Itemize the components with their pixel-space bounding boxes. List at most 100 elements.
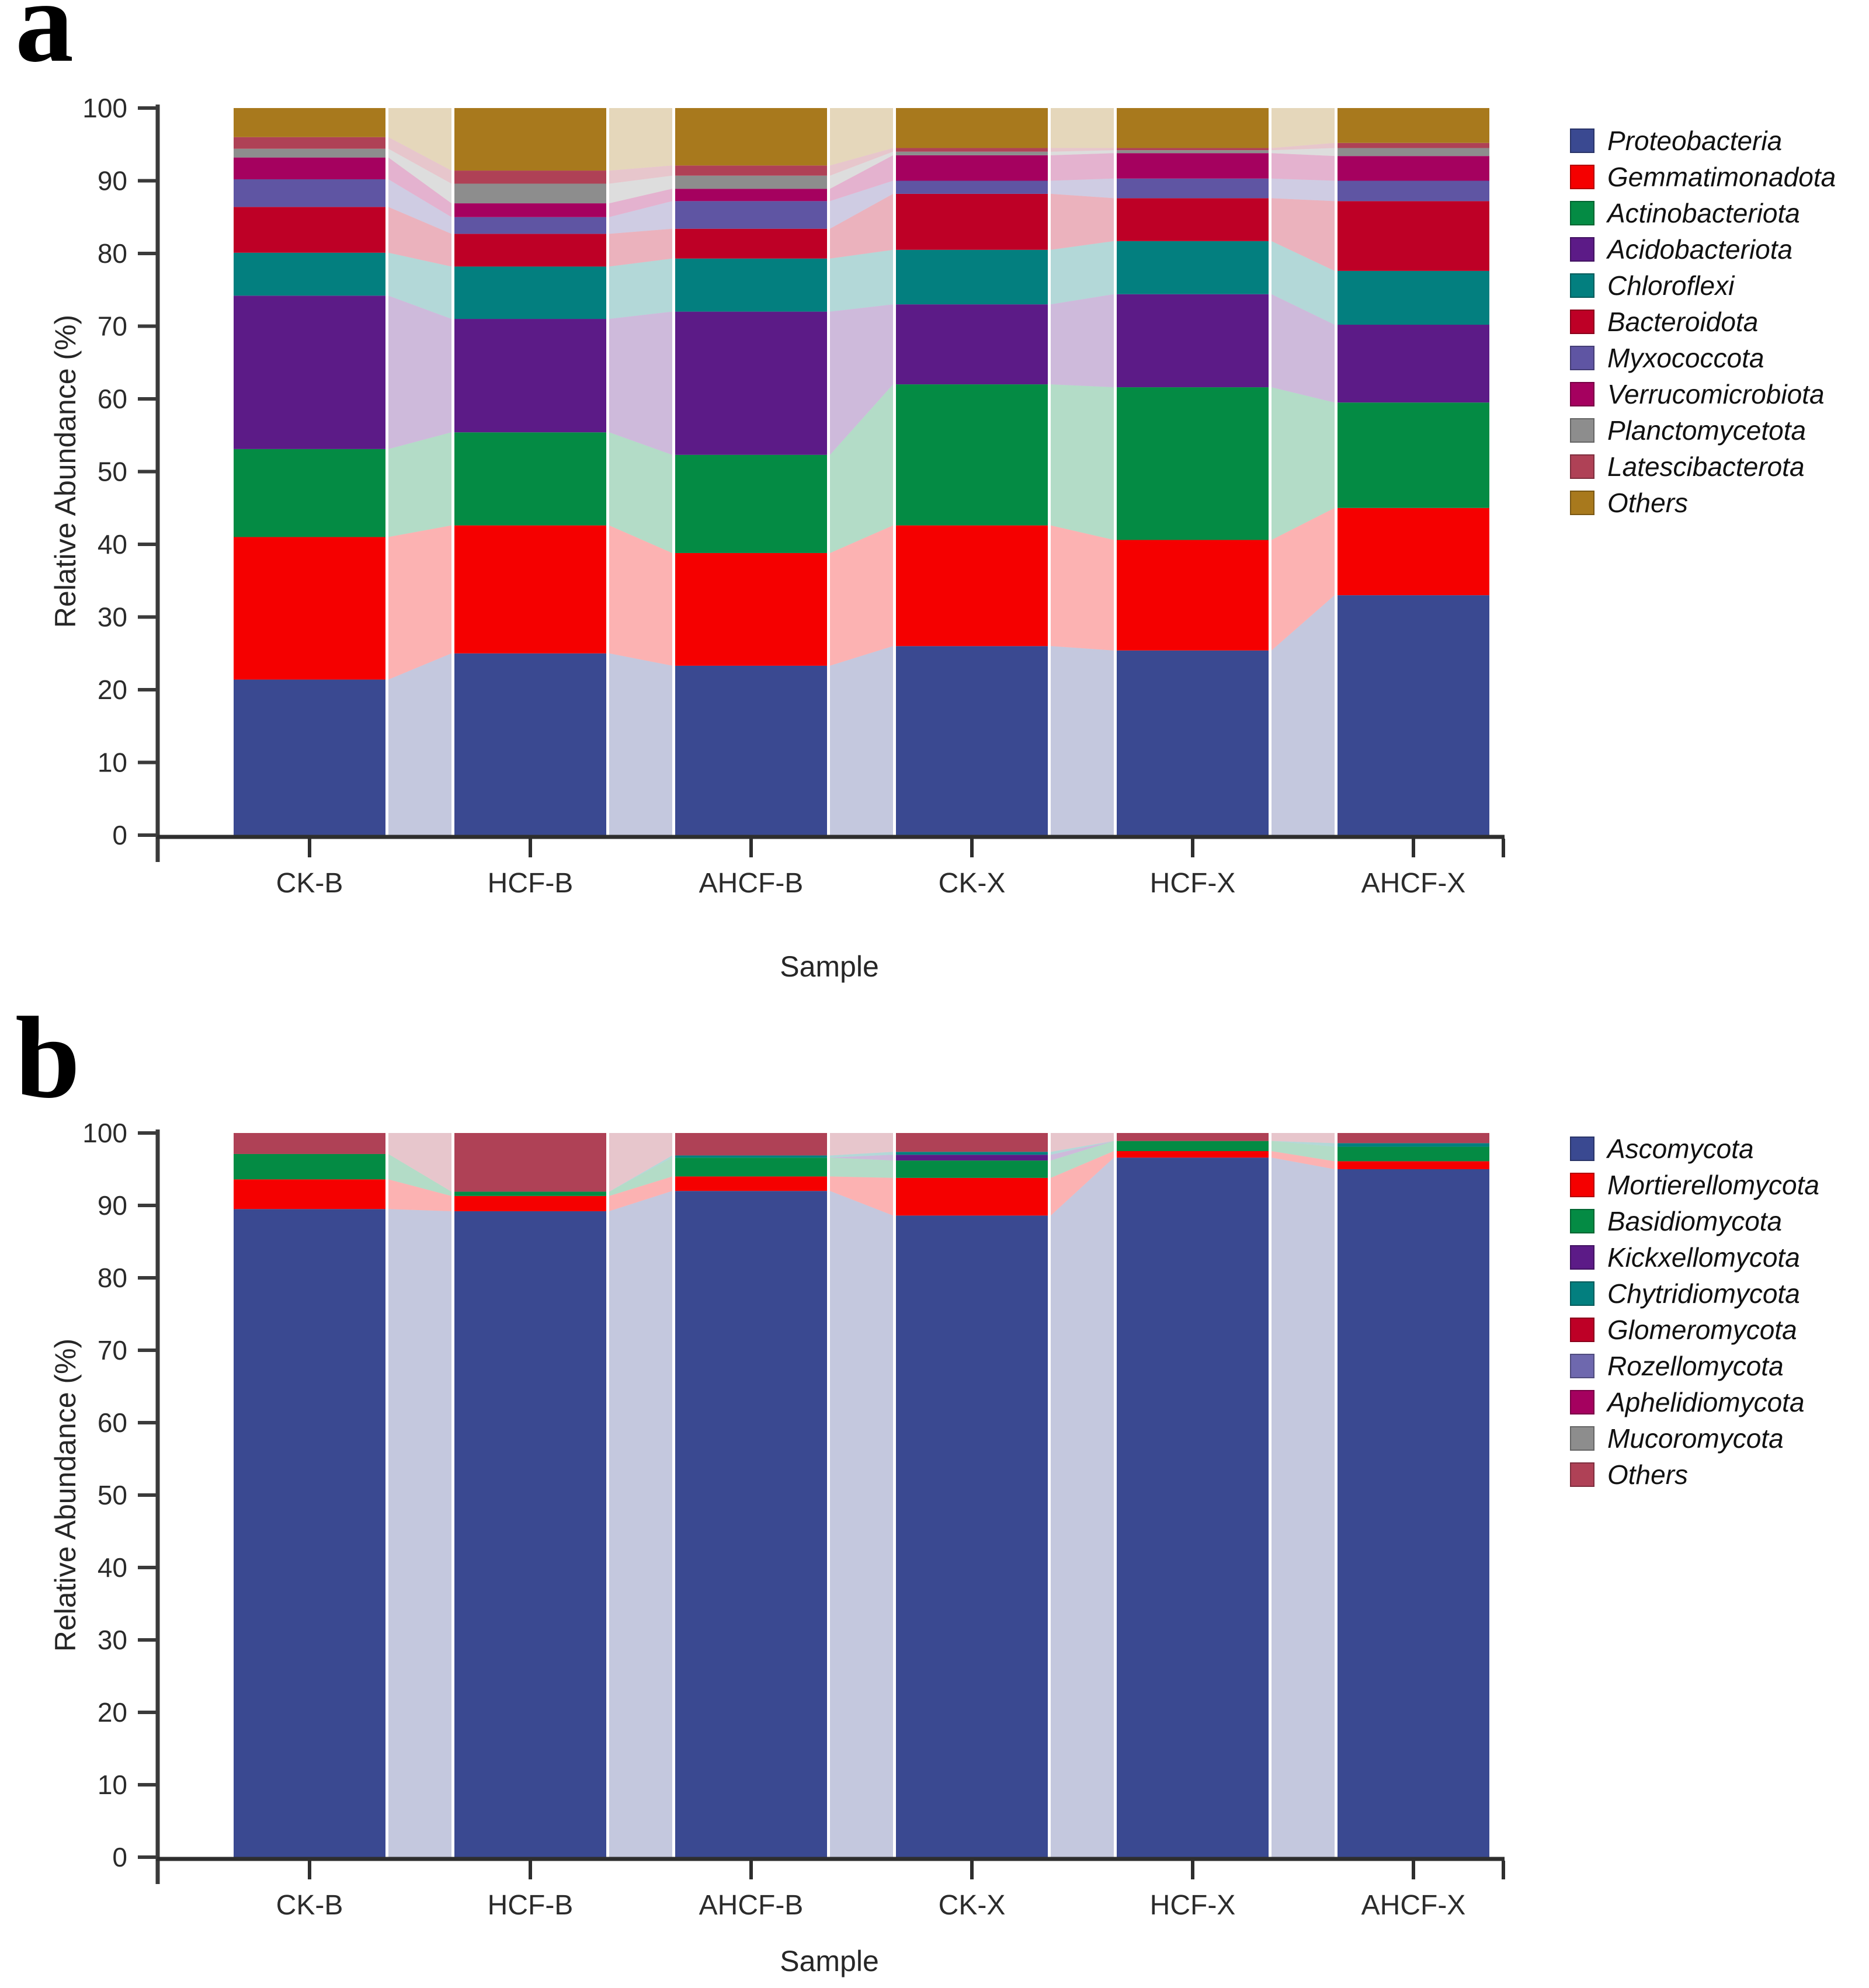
flow-ribbon xyxy=(1272,241,1335,325)
flow-ribbon xyxy=(830,249,893,312)
bar-segment xyxy=(896,384,1048,526)
legend-swatch xyxy=(1570,1426,1594,1451)
bar-segment xyxy=(454,432,606,526)
bar-segment xyxy=(1117,650,1269,835)
bar-segment xyxy=(234,296,385,449)
flow-ribbon xyxy=(830,1158,893,1178)
bar-segment xyxy=(1117,1151,1269,1158)
flow-ribbon xyxy=(1272,148,1335,157)
bar-segment xyxy=(896,1155,1048,1161)
legend-item: Gemmatimonadota xyxy=(1570,162,1836,192)
flow-ribbon xyxy=(830,148,893,176)
legend-item: Latescibacterota xyxy=(1570,451,1836,482)
legend-item: Actinobacteriota xyxy=(1570,200,1836,227)
legend-item: Bacteroidota xyxy=(1570,308,1836,335)
bar-segment xyxy=(234,157,385,180)
flow-ribbon xyxy=(609,1155,672,1192)
bar-segment xyxy=(675,1133,827,1156)
legend-swatch xyxy=(1570,201,1594,225)
flow-ribbon xyxy=(1051,384,1114,540)
legend-swatch xyxy=(1570,454,1594,479)
bar-segment xyxy=(454,266,606,319)
legend-label: Latescibacterota xyxy=(1607,451,1805,482)
legend-label: Others xyxy=(1607,1459,1689,1490)
y-tick-label: 60 xyxy=(98,384,127,414)
flow-ribbon xyxy=(1272,198,1335,271)
flow-ribbon xyxy=(830,193,893,259)
legend-swatch xyxy=(1570,165,1594,189)
bar-segment xyxy=(1117,1141,1269,1151)
bar-segment xyxy=(1338,1169,1489,1857)
bar-segment xyxy=(234,179,385,207)
flow-ribbon xyxy=(609,258,672,319)
bar-segment xyxy=(1117,294,1269,388)
bar-segment xyxy=(454,525,606,654)
bar-segment xyxy=(1338,180,1489,201)
legend-item: Ascomycota xyxy=(1570,1135,1819,1162)
bar-segment xyxy=(454,653,606,835)
legend-item: Glomeromycota xyxy=(1570,1316,1819,1343)
flow-ribbon xyxy=(1051,241,1114,305)
bar-segment xyxy=(896,646,1048,835)
y-tick-label: 10 xyxy=(98,748,127,778)
flow-ribbon xyxy=(609,525,672,666)
flow-ribbon xyxy=(609,1191,672,1857)
flow-ribbon xyxy=(1272,1141,1335,1162)
legend-label: Proteobacteria xyxy=(1607,126,1783,156)
bar-segment xyxy=(234,449,385,537)
legend-swatch xyxy=(1570,1173,1594,1197)
bar-segment xyxy=(454,217,606,234)
x-category-label: CK-X xyxy=(939,1890,1006,1921)
legend-label: Chloroflexi xyxy=(1607,270,1735,301)
y-tick-label: 0 xyxy=(112,820,127,850)
legend-label: Mortierellomycota xyxy=(1607,1170,1819,1200)
bar-segment xyxy=(1338,1143,1489,1147)
bar-segment xyxy=(234,207,385,253)
flow-ribbon xyxy=(1272,387,1335,540)
flow-ribbon xyxy=(830,525,893,666)
bar-segment xyxy=(896,1160,1048,1178)
legend-label: Planctomycetota xyxy=(1607,415,1807,446)
legend-label: Gemmatimonadota xyxy=(1607,162,1836,192)
legend-label: Acidobacteriota xyxy=(1607,234,1793,265)
bar-segment xyxy=(896,1133,1048,1152)
flow-ribbon xyxy=(388,1133,451,1192)
bar-segment xyxy=(675,201,827,229)
flow-ribbon xyxy=(609,653,672,835)
flow-ribbon xyxy=(388,207,451,267)
bar-segment xyxy=(1117,1158,1269,1857)
bar-segment xyxy=(1338,1161,1489,1169)
bar-segment xyxy=(234,137,385,149)
flow-ribbon xyxy=(1272,108,1335,148)
flow-ribbon xyxy=(1272,595,1335,835)
bar-segment xyxy=(896,148,1048,152)
flow-ribbon xyxy=(609,1133,672,1192)
y-tick-label: 80 xyxy=(98,1263,127,1293)
bar-segment xyxy=(675,189,827,201)
bar-segment xyxy=(675,1158,827,1177)
bar-segment xyxy=(454,319,606,433)
legend-item: Planctomycetota xyxy=(1570,415,1836,446)
bar-segment xyxy=(675,165,827,176)
flow-ribbon xyxy=(1051,1141,1114,1161)
bar-segment xyxy=(896,249,1048,305)
bar-segment xyxy=(1338,156,1489,181)
legend-label: Chytridiomycota xyxy=(1607,1278,1800,1309)
legend-item: Rozellomycota xyxy=(1570,1353,1819,1379)
bar-segment xyxy=(234,108,385,137)
bar-segment xyxy=(896,193,1048,250)
bar-segment xyxy=(896,525,1048,647)
bar-segment xyxy=(675,1155,827,1158)
bar-segment xyxy=(1338,270,1489,325)
bar-segment xyxy=(1338,148,1489,157)
flow-ribbon xyxy=(1272,143,1335,151)
y-tick-label: 40 xyxy=(98,529,127,559)
legend-item: Basidiomycota xyxy=(1570,1208,1819,1235)
x-category-label: CK-B xyxy=(276,1890,343,1921)
flow-ribbon xyxy=(388,1209,451,1857)
bar-segment xyxy=(1338,508,1489,596)
bar-segment xyxy=(454,203,606,217)
x-category-label: AHCF-B xyxy=(699,868,804,899)
x-category-label: AHCF-X xyxy=(1361,868,1466,899)
flow-ribbon xyxy=(388,252,451,319)
